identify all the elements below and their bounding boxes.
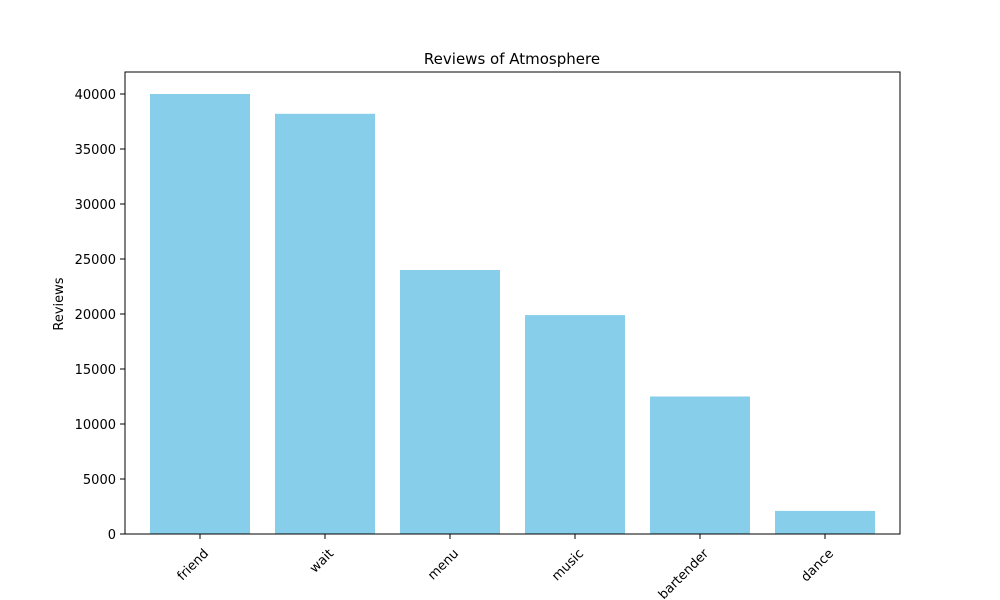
y-tick-label: 0 — [108, 528, 116, 543]
x-tick-label-bartender: bartender — [656, 546, 713, 600]
y-tick-label: 35000 — [75, 143, 116, 158]
x-tick-label-dance: dance — [798, 546, 837, 585]
bar-friend — [150, 94, 250, 534]
y-axis-ticks: 0 5000 10000 15000 20000 25000 30000 35000 40000 — [75, 88, 125, 543]
bar-music — [525, 315, 625, 534]
y-tick-label: 10000 — [75, 418, 116, 433]
x-tick-label-music: music — [549, 546, 587, 584]
bar-menu — [400, 270, 500, 534]
y-tick-label: 40000 — [75, 88, 116, 103]
bar-bartender — [650, 396, 750, 534]
x-axis-ticks: friend wait menu music bartender dance — [175, 534, 837, 600]
x-tick-label-wait: wait — [307, 546, 337, 576]
x-tick-label-menu: menu — [425, 546, 462, 583]
y-tick-label: 25000 — [75, 253, 116, 268]
y-tick-label: 30000 — [75, 198, 116, 213]
axes-frame — [124, 71, 901, 535]
y-axis-label: Reviews — [52, 277, 67, 330]
y-tick-label: 15000 — [75, 363, 116, 378]
bars-group — [150, 94, 875, 535]
bar-dance — [775, 510, 875, 534]
y-tick-label: 5000 — [83, 473, 116, 488]
bar-wait — [275, 113, 375, 535]
y-tick-label: 20000 — [75, 308, 116, 323]
x-tick-label-friend: friend — [175, 546, 212, 583]
chart-title: Reviews of Atmosphere — [424, 50, 600, 68]
